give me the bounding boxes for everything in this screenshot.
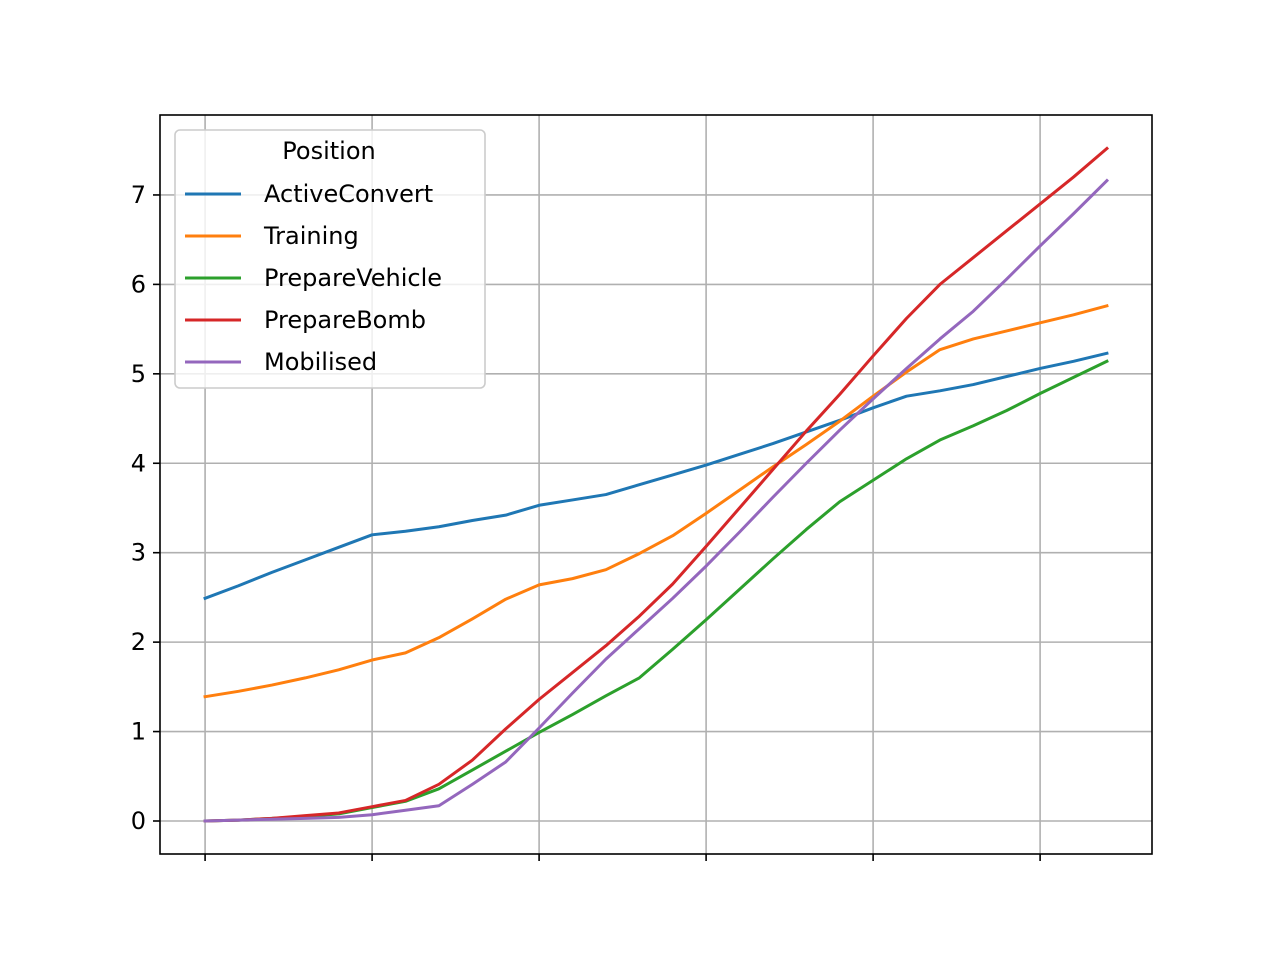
y-tick-label: 3	[131, 539, 146, 567]
legend-label: ActiveConvert	[264, 180, 433, 208]
y-tick-label: 4	[131, 449, 146, 477]
data-line	[203, 178, 1110, 823]
legend-label: Training	[263, 222, 359, 250]
y-tick-label: 5	[131, 360, 146, 388]
y-tick-label: 0	[131, 807, 146, 835]
data-line	[203, 304, 1109, 699]
y-tick-label: 7	[131, 181, 146, 209]
legend-label: PrepareBomb	[264, 306, 426, 334]
plot-frame	[159, 114, 1153, 855]
data-line	[203, 146, 1110, 823]
legend-label: Mobilised	[264, 348, 377, 376]
y-tick-label: 6	[131, 270, 146, 298]
data-line	[203, 351, 1109, 601]
legend-box	[174, 129, 486, 389]
y-tick-label: 2	[131, 628, 146, 656]
legend-label: PrepareVehicle	[264, 264, 442, 292]
legend-title: Position	[282, 137, 375, 165]
y-tick-label: 1	[131, 718, 146, 746]
